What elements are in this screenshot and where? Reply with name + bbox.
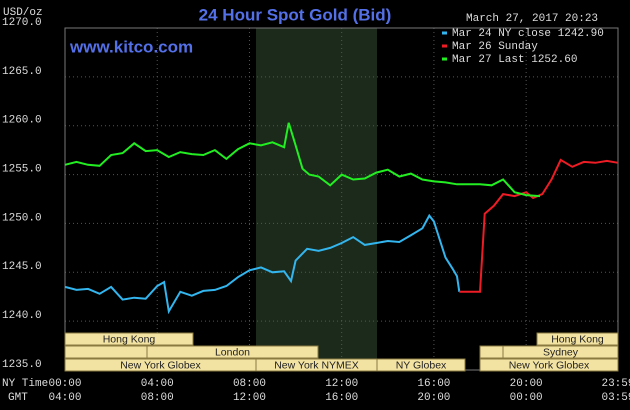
session-label: NY Globex (396, 359, 447, 371)
y-tick-label: 1240.0 (2, 310, 42, 322)
y-tick-label: 1250.0 (2, 212, 42, 224)
y-tick-label: 1260.0 (2, 115, 42, 127)
session-box (479, 345, 504, 359)
session-label: Hong Kong (551, 333, 604, 345)
session-box (146, 345, 319, 359)
price-line (64, 122, 541, 198)
session-box (376, 358, 466, 372)
y-tick-label: 1270.0 (2, 17, 42, 29)
session-label: New York NYMEX (274, 359, 359, 371)
session-label: London (215, 346, 250, 358)
x2-axis-label: GMT (8, 392, 28, 404)
y-tick-label: 1235.0 (2, 359, 42, 371)
x2-tick-label: 03:59 (601, 392, 630, 404)
session-box (502, 345, 619, 359)
x-tick-label: 23:59 (601, 378, 630, 390)
x2-tick-label: 12:00 (233, 392, 266, 404)
session-label: Sydney (543, 346, 579, 358)
y-tick-label: 1255.0 (2, 163, 42, 175)
x2-tick-label: 16:00 (325, 392, 358, 404)
x-tick-label: 00:00 (48, 378, 81, 390)
legend-swatch (442, 44, 447, 48)
timestamp: March 27, 2017 20:23 (466, 13, 598, 25)
legend-label: Mar 24 NY close 1242.90 (452, 28, 604, 40)
legend-label: Mar 27 Last 1252.60 (452, 54, 577, 66)
x2-tick-label: 04:00 (48, 392, 81, 404)
session-label: New York Globex (120, 359, 201, 371)
session-box (479, 358, 619, 372)
session-label: New York Globex (509, 359, 590, 371)
session-shade (256, 28, 377, 370)
x2-tick-label: 08:00 (141, 392, 174, 404)
session-label: Hong Kong (103, 333, 156, 345)
x2-tick-label: 00:00 (510, 392, 543, 404)
x-tick-label: 16:00 (417, 378, 450, 390)
x-tick-label: 12:00 (325, 378, 358, 390)
session-box (536, 332, 619, 346)
session-box (64, 345, 148, 359)
session-box (64, 332, 194, 346)
legend-swatch (442, 57, 447, 61)
x-tick-label: 04:00 (141, 378, 174, 390)
watermark: www.kitco.com (69, 37, 193, 56)
legend-swatch (442, 31, 447, 35)
x-axis-label: NY Time (2, 378, 48, 390)
x-tick-label: 08:00 (233, 378, 266, 390)
legend-label: Mar 26 Sunday (452, 41, 538, 53)
price-line (64, 213, 461, 315)
y-tick-label: 1265.0 (2, 66, 42, 78)
chart-title: 24 Hour Spot Gold (Bid) (199, 5, 392, 24)
x-tick-label: 20:00 (510, 378, 543, 390)
y-tick-label: 1245.0 (2, 261, 42, 273)
x2-tick-label: 20:00 (417, 392, 450, 404)
y-axis-label: USD/oz (3, 7, 43, 19)
